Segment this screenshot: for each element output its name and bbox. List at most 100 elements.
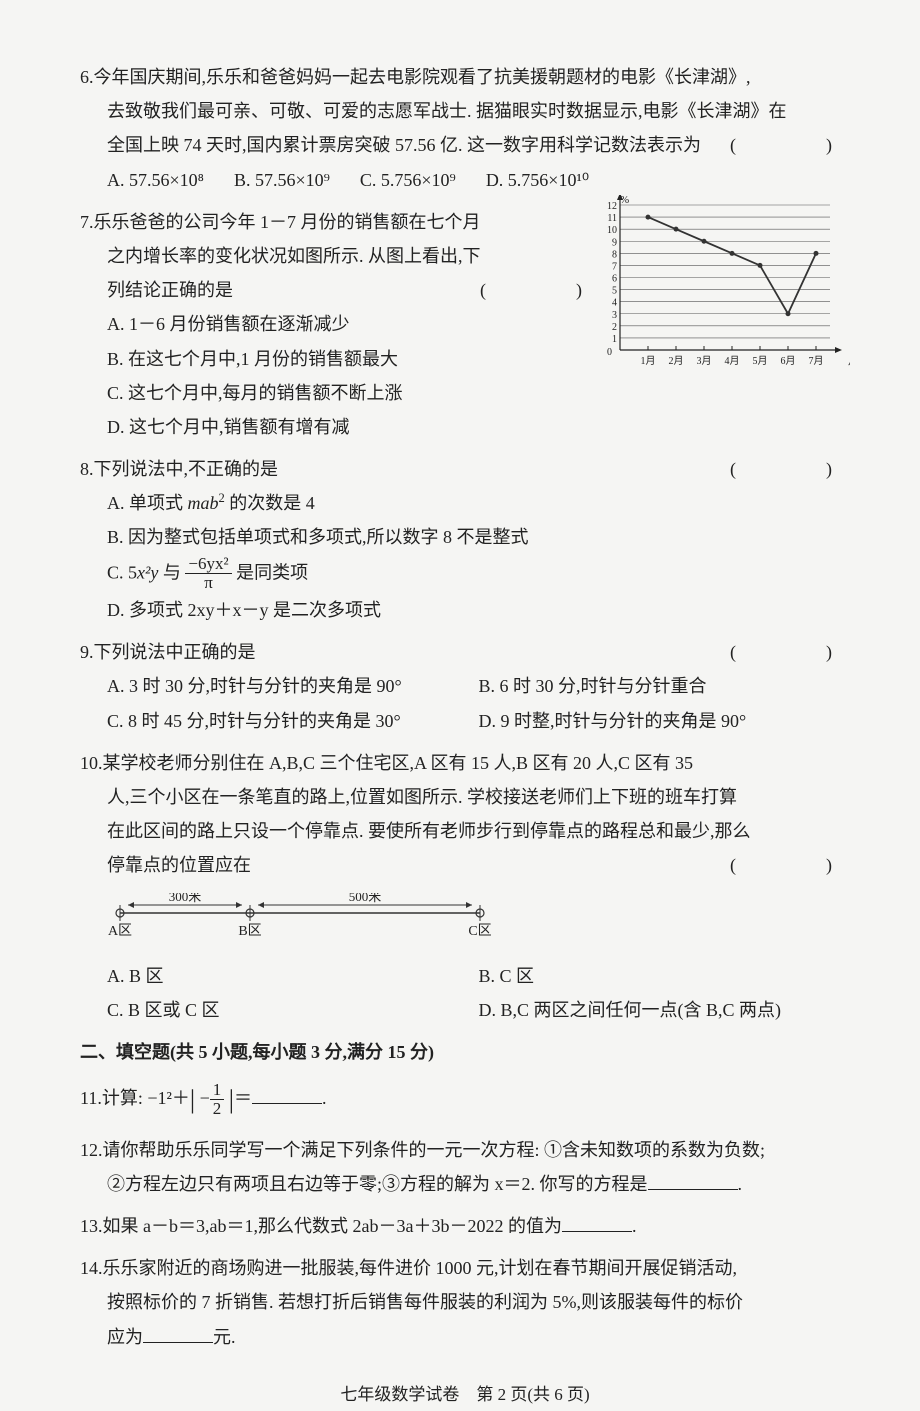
q10-text1: 某学校老师分别住在 A,B,C 三个住宅区,A 区有 15 人,B 区有 20 … [103,753,694,773]
question-9: 9.下列说法中正确的是 ( ) A. 3 时 30 分,时针与分针的夹角是 90°… [80,635,850,738]
q13-end: . [632,1216,637,1236]
q10-optA: A. B 区 [107,959,479,993]
svg-text:0: 0 [607,347,612,358]
q6-optD: D. 5.756×10¹⁰ [486,163,589,197]
svg-text:C区: C区 [468,923,491,939]
svg-text:7月: 7月 [809,355,824,367]
q8-line: 8.下列说法中,不正确的是( ) [80,452,850,486]
q8a-post: 的次数是 4 [225,493,315,513]
abs-left: | [190,1085,195,1114]
svg-text:2: 2 [612,322,617,333]
q6-paren: ( ) [730,128,850,162]
q9-optA: A. 3 时 30 分,时针与分针的夹角是 90° [107,669,479,703]
q9-num: 9. [80,642,94,662]
q6-optB: B. 57.56×10⁹ [234,163,330,197]
q11-frac: 12 [210,1081,225,1119]
q13-blank [562,1214,632,1232]
svg-text:6: 6 [612,274,617,285]
q7-line2: 之内增长率的变化状况如图所示. 从图上看出,下 [80,239,600,273]
q14-line2: 按照标价的 7 折销售. 若想打折后销售每件服装的利润为 5%,则该服装每件的标… [80,1285,850,1319]
q9-row1: A. 3 时 30 分,时针与分针的夹角是 90° B. 6 时 30 分,时针… [80,669,850,703]
q11-blank [252,1086,322,1104]
q9-line: 9.下列说法中正确的是 ( ) [80,635,850,669]
q14-text3: 应为 [107,1327,143,1347]
q10-row1: A. B 区 B. C 区 [80,959,850,993]
q14-num: 14. [80,1258,103,1278]
q8-optD: D. 多项式 2xy＋x－y 是二次多项式 [80,593,850,627]
question-7: 7.乐乐爸爸的公司今年 1－7 月份的销售额在七个月 之内增长率的变化状况如图所… [80,205,600,444]
svg-text:4: 4 [612,298,617,309]
q14-blank [143,1325,213,1343]
q9-row2: C. 8 时 45 分,时针与分针的夹角是 30° D. 9 时整,时针与分针的… [80,704,850,738]
question-12: 12.请你帮助乐乐同学写一个满足下列条件的一元一次方程: ①含未知数项的系数为负… [80,1133,850,1201]
q10-line3: 在此区间的路上只设一个停靠点. 要使所有老师步行到停靠点的路程总和最少,那么 [80,814,850,848]
q8c-num: −6yx² [185,555,231,575]
q11-post: ＝ [234,1088,252,1108]
q10-optD: D. B,C 两区之间任何一点(含 B,C 两点) [479,993,851,1027]
question-13: 13.如果 a－b＝3,ab＝1,那么代数式 2ab－3a＋3b－2022 的值… [80,1209,850,1243]
q13-num: 13. [80,1216,103,1236]
svg-text:5月: 5月 [753,355,768,367]
q6-line1: 6.今年国庆期间,乐乐和爸爸妈妈一起去电影院观看了抗美援朝题材的电影《长津湖》, [80,60,850,94]
question-10: 10.某学校老师分别住在 A,B,C 三个住宅区,A 区有 15 人,B 区有 … [80,746,850,1027]
svg-text:300米: 300米 [169,893,202,904]
svg-text:1月: 1月 [641,355,656,367]
svg-text:4月: 4月 [725,355,740,367]
q12-num: 12. [80,1140,103,1160]
q14-text1: 乐乐家附近的商场购进一批服装,每件进价 1000 元,计划在春节期间开展促销活动… [103,1258,738,1278]
svg-text:A区: A区 [108,923,132,939]
q8-text: 下列说法中,不正确的是 [94,459,279,479]
q8c-post: 是同类项 [232,562,309,582]
q8c-frac: −6yx²π [185,555,231,593]
q7-optA: A. 1－6 月份销售额在逐渐减少 [80,307,600,341]
q7-line1: 7.乐乐爸爸的公司今年 1－7 月份的销售额在七个月 [80,205,600,239]
q8-num: 8. [80,459,94,479]
svg-text:7: 7 [612,261,617,272]
svg-text:11: 11 [607,213,617,224]
q7-optC: C. 这七个月中,每月的销售额不断上涨 [80,376,600,410]
svg-text:8: 8 [612,249,617,260]
q14-line1: 14.乐乐家附近的商场购进一批服装,每件进价 1000 元,计划在春节期间开展促… [80,1251,850,1285]
svg-text:9: 9 [612,237,617,248]
q11-fden: 2 [210,1100,225,1119]
q14-line3: 应为 元. [80,1320,850,1354]
section-2-header: 二、填空题(共 5 小题,每小题 3 分,满分 15 分) [80,1035,850,1069]
q12-end: . [738,1174,743,1194]
q9-optB: B. 6 时 30 分,时针与分针重合 [479,669,851,703]
q9-paren: ( ) [730,635,850,669]
q8c-den: π [185,574,231,593]
q7-text1: 乐乐爸爸的公司今年 1－7 月份的销售额在七个月 [94,212,481,232]
q10-line1: 10.某学校老师分别住在 A,B,C 三个住宅区,A 区有 15 人,B 区有 … [80,746,850,780]
q7-num: 7. [80,212,94,232]
q8a-var: mab [188,493,219,513]
svg-text:3月: 3月 [697,355,712,367]
q12-line2: ②方程左边只有两项且右边等于零;③方程的解为 x＝2. 你写的方程是. [80,1167,850,1201]
q9-optD: D. 9 时整,时针与分针的夹角是 90° [479,704,851,738]
q9-optC: C. 8 时 45 分,时针与分针的夹角是 30° [107,704,479,738]
page-footer: 七年级数学试卷 第 2 页(共 6 页) [80,1379,850,1411]
q10-diagram: 300米 500米 A区 B区 C区 [80,893,520,943]
q14-unit: 元. [213,1327,236,1347]
q13-text: 如果 a－b＝3,ab＝1,那么代数式 2ab－3a＋3b－2022 的值为 [103,1216,562,1236]
q7-paren: ( ) [480,273,600,307]
q6-options: A. 57.56×10⁸ B. 57.56×10⁹ C. 5.756×10⁹ D… [80,163,850,197]
q7-optD: D. 这七个月中,销售额有增有减 [80,410,600,444]
svg-text:500米: 500米 [349,893,382,904]
q6-optC: C. 5.756×10⁹ [360,163,456,197]
svg-text:1: 1 [612,334,617,345]
q9-text: 下列说法中正确的是 [94,642,256,662]
growth-rate-chart: 123456789101112%01月2月3月4月5月6月7月月份 [590,195,850,375]
svg-text:月份: 月份 [848,354,850,367]
q12-text2: ②方程左边只有两项且右边等于零;③方程的解为 x＝2. 你写的方程是 [107,1174,648,1194]
q10-optC: C. B 区或 C 区 [107,993,479,1027]
question-14: 14.乐乐家附近的商场购进一批服装,每件进价 1000 元,计划在春节期间开展促… [80,1251,850,1354]
q6-text1: 今年国庆期间,乐乐和爸爸妈妈一起去电影院观看了抗美援朝题材的电影《长津湖》, [94,67,751,87]
q6-text3: 全国上映 74 天时,国内累计票房突破 57.56 亿. 这一数字用科学记数法表… [107,135,701,155]
question-8: 8.下列说法中,不正确的是( ) A. 单项式 mab2 的次数是 4 B. 因… [80,452,850,627]
q8c-mid: 与 [158,562,185,582]
q10-num: 10. [80,753,103,773]
svg-text:B区: B区 [238,923,261,939]
q12-line1: 12.请你帮助乐乐同学写一个满足下列条件的一元一次方程: ①含未知数项的系数为负… [80,1133,850,1167]
svg-text:5: 5 [612,286,617,297]
q12-blank [648,1172,738,1190]
